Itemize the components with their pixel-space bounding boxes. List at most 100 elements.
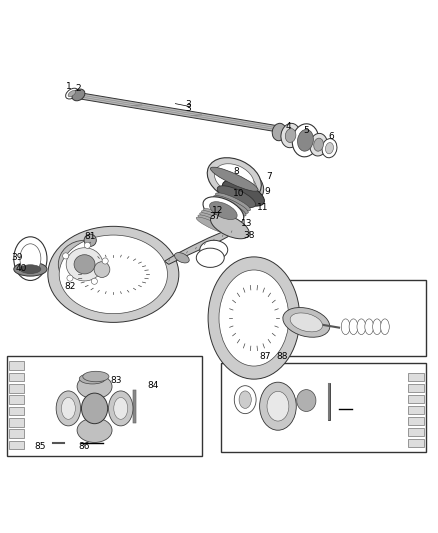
- Ellipse shape: [201, 211, 235, 227]
- Ellipse shape: [260, 382, 296, 430]
- Ellipse shape: [234, 386, 256, 414]
- Bar: [408, 384, 424, 392]
- Ellipse shape: [59, 235, 167, 313]
- Ellipse shape: [239, 391, 251, 408]
- Ellipse shape: [210, 167, 258, 191]
- Ellipse shape: [66, 248, 103, 281]
- Ellipse shape: [196, 248, 224, 268]
- Ellipse shape: [48, 227, 179, 322]
- Ellipse shape: [94, 262, 110, 277]
- Ellipse shape: [217, 186, 256, 207]
- Ellipse shape: [109, 391, 133, 426]
- Text: 37: 37: [209, 212, 220, 221]
- Text: 13: 13: [241, 219, 253, 228]
- Ellipse shape: [174, 253, 189, 263]
- Ellipse shape: [297, 390, 316, 411]
- Ellipse shape: [213, 196, 248, 214]
- Ellipse shape: [223, 180, 265, 206]
- Text: 8: 8: [233, 167, 239, 176]
- Ellipse shape: [81, 393, 108, 424]
- Text: 5: 5: [304, 126, 309, 135]
- Ellipse shape: [225, 172, 257, 197]
- Ellipse shape: [20, 265, 41, 273]
- Ellipse shape: [322, 139, 337, 158]
- Bar: [10, 384, 24, 393]
- Text: 6: 6: [329, 132, 335, 141]
- Ellipse shape: [196, 217, 230, 234]
- Ellipse shape: [67, 275, 73, 281]
- Ellipse shape: [214, 164, 254, 195]
- Ellipse shape: [207, 158, 261, 200]
- Polygon shape: [57, 241, 111, 279]
- Ellipse shape: [72, 89, 85, 101]
- Text: 86: 86: [79, 442, 90, 451]
- Text: 2: 2: [76, 84, 81, 93]
- Text: 84: 84: [147, 381, 158, 390]
- Ellipse shape: [381, 319, 389, 335]
- Ellipse shape: [77, 418, 112, 442]
- Ellipse shape: [211, 198, 246, 216]
- Text: 85: 85: [34, 442, 46, 451]
- Bar: [10, 395, 24, 404]
- Ellipse shape: [211, 214, 249, 239]
- Text: 7: 7: [266, 173, 272, 182]
- Bar: [221, 280, 426, 356]
- Text: 81: 81: [85, 232, 96, 241]
- Text: 39: 39: [11, 253, 23, 262]
- Ellipse shape: [310, 133, 327, 156]
- Ellipse shape: [79, 374, 106, 384]
- Bar: [10, 373, 24, 381]
- Bar: [408, 428, 424, 436]
- Ellipse shape: [290, 313, 322, 332]
- Ellipse shape: [77, 374, 112, 399]
- Ellipse shape: [61, 398, 75, 419]
- Text: 88: 88: [276, 352, 288, 361]
- Bar: [408, 417, 424, 425]
- Ellipse shape: [373, 319, 381, 335]
- Polygon shape: [77, 92, 276, 132]
- Ellipse shape: [272, 123, 286, 141]
- Ellipse shape: [66, 88, 78, 99]
- Text: 40: 40: [16, 264, 27, 273]
- Ellipse shape: [14, 262, 47, 276]
- Ellipse shape: [292, 124, 318, 157]
- Ellipse shape: [314, 138, 323, 151]
- Ellipse shape: [218, 166, 264, 203]
- Ellipse shape: [85, 242, 91, 248]
- Text: 3: 3: [186, 104, 191, 113]
- Ellipse shape: [365, 319, 374, 335]
- Text: 10: 10: [233, 189, 244, 198]
- Ellipse shape: [198, 215, 231, 232]
- Text: 38: 38: [243, 231, 254, 240]
- Ellipse shape: [341, 319, 350, 335]
- Bar: [10, 430, 24, 438]
- Polygon shape: [164, 231, 231, 264]
- Ellipse shape: [349, 319, 358, 335]
- Bar: [408, 406, 424, 414]
- Ellipse shape: [203, 197, 244, 224]
- Bar: [10, 361, 24, 370]
- Ellipse shape: [281, 123, 300, 148]
- Ellipse shape: [14, 237, 47, 280]
- Text: 87: 87: [259, 352, 271, 361]
- Bar: [10, 407, 24, 415]
- Bar: [10, 418, 24, 427]
- Ellipse shape: [63, 253, 69, 259]
- Ellipse shape: [200, 240, 228, 260]
- Bar: [408, 439, 424, 447]
- Ellipse shape: [84, 234, 96, 246]
- Ellipse shape: [203, 208, 237, 225]
- Ellipse shape: [102, 258, 108, 264]
- Ellipse shape: [325, 142, 333, 154]
- Ellipse shape: [215, 193, 251, 211]
- Ellipse shape: [283, 308, 330, 337]
- Ellipse shape: [210, 201, 237, 220]
- Ellipse shape: [297, 130, 314, 151]
- Ellipse shape: [91, 278, 97, 284]
- Ellipse shape: [56, 391, 81, 426]
- Text: 1: 1: [66, 82, 71, 91]
- Ellipse shape: [68, 91, 76, 96]
- Bar: [7, 356, 201, 456]
- Text: 11: 11: [257, 203, 268, 212]
- Bar: [408, 395, 424, 403]
